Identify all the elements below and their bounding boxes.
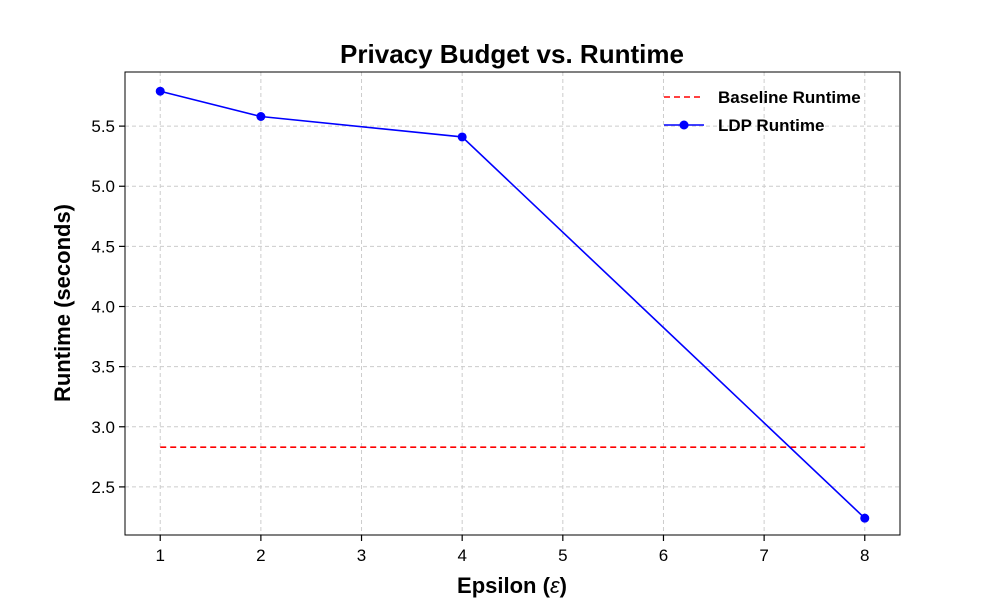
grid	[125, 72, 900, 535]
x-axis-label-prefix: Epsilon (	[457, 573, 551, 598]
plot-frame	[124, 71, 901, 536]
y-tick-label: 2.5	[91, 478, 115, 497]
x-tick-label: 8	[860, 546, 869, 565]
y-tick-label: 3.0	[91, 418, 115, 437]
x-tick-label: 7	[759, 546, 768, 565]
series-line-1	[160, 90, 866, 519]
series-layer	[155, 86, 870, 523]
legend-label: LDP Runtime	[718, 116, 824, 135]
y-tick-label: 5.5	[91, 117, 115, 136]
ticks: 1 2 3 4 5 6 7 8 2.5 3.0 3.5 4.0 4.5 5.0 5.5	[91, 117, 869, 565]
y-tick-label: 3.5	[91, 358, 115, 377]
y-tick-label: 4.5	[91, 237, 115, 256]
x-axis-label-suffix: )	[560, 573, 567, 598]
x-tick-label: 6	[659, 546, 668, 565]
legend-label: Baseline Runtime	[718, 88, 861, 107]
x-tick-label: 2	[256, 546, 265, 565]
data-point	[256, 111, 266, 121]
x-axis-label: Epsilon (ε)	[457, 573, 567, 598]
x-axis-label-symbol: ε	[550, 573, 560, 598]
data-point	[457, 132, 467, 142]
data-point	[860, 513, 870, 523]
legend-marker	[679, 120, 689, 130]
y-tick-label: 5.0	[91, 177, 115, 196]
legend: Baseline Runtime LDP Runtime	[664, 88, 861, 135]
x-tick-label: 4	[457, 546, 466, 565]
x-tick-label: 5	[558, 546, 567, 565]
x-tick-label: 3	[357, 546, 366, 565]
data-point	[155, 86, 165, 96]
y-axis-label: Runtime (seconds)	[50, 204, 75, 402]
x-tick-label: 1	[155, 546, 164, 565]
y-tick-label: 4.0	[91, 298, 115, 317]
chart-title: Privacy Budget vs. Runtime	[340, 39, 684, 69]
